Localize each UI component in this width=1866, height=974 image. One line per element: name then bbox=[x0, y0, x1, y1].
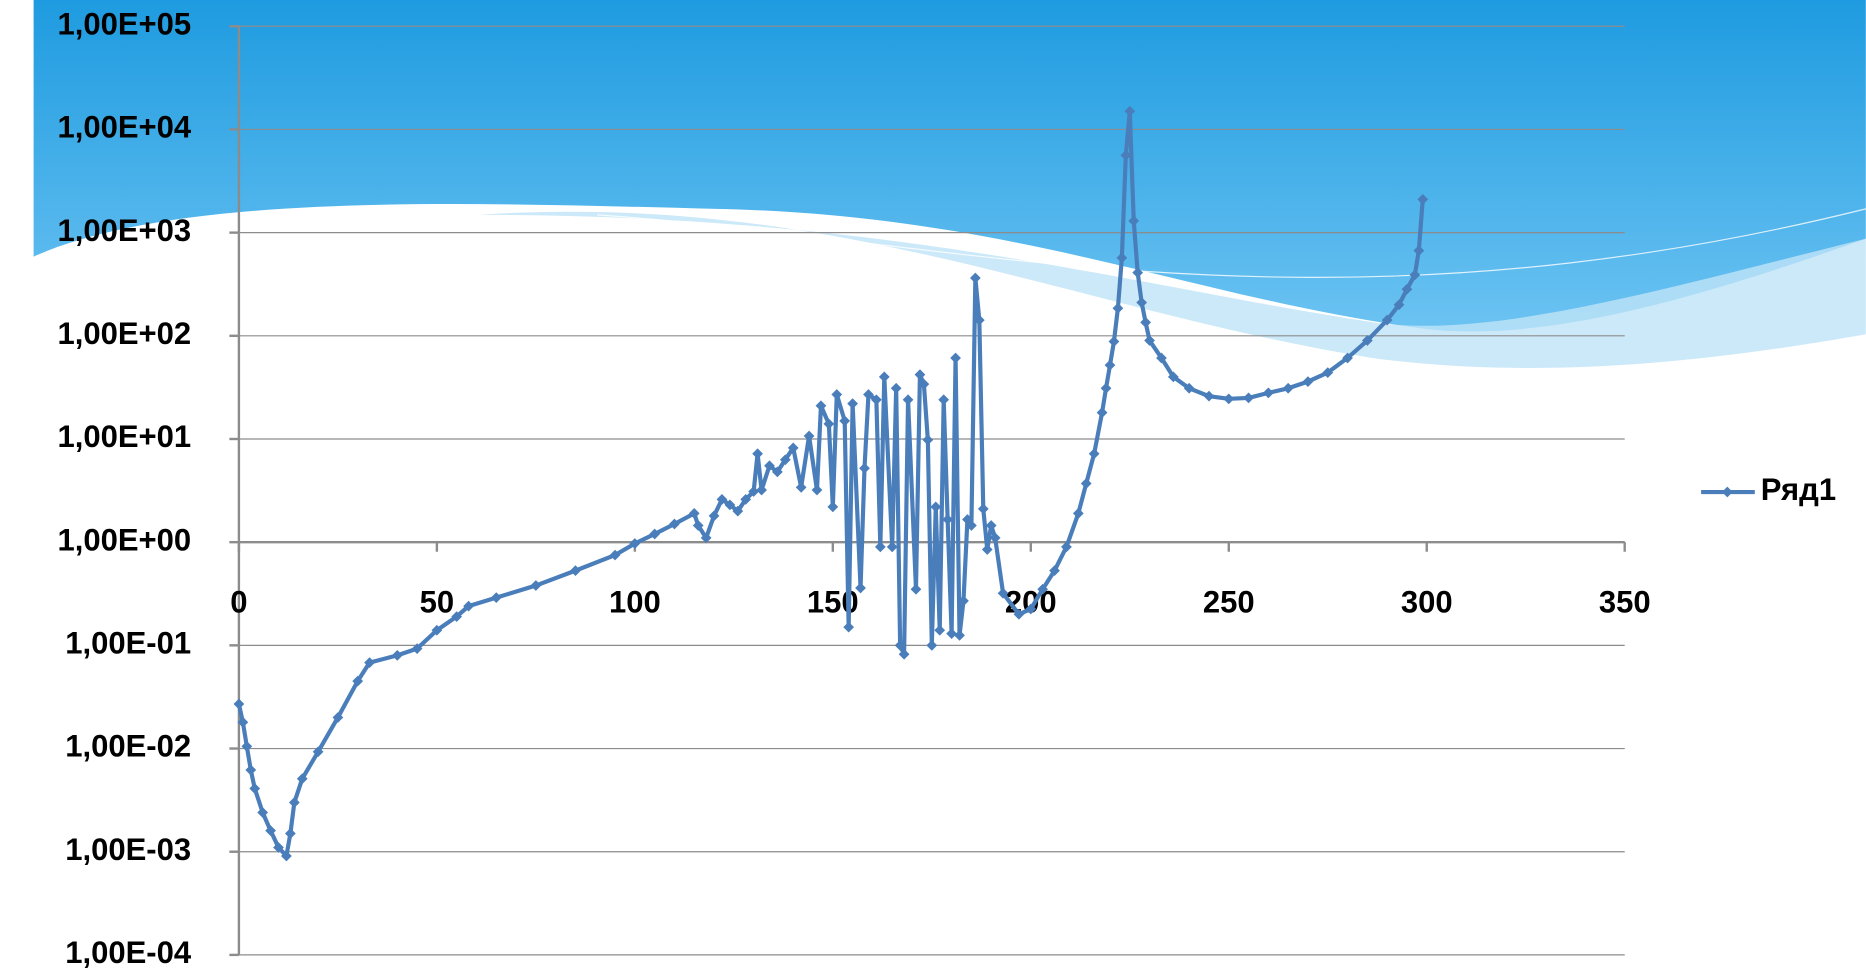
x-tick-label: 350 bbox=[1599, 584, 1651, 619]
y-tick-label: 1,00E+00 bbox=[57, 522, 191, 557]
x-tick-label: 50 bbox=[420, 584, 455, 619]
data-point bbox=[491, 592, 502, 603]
y-tick-label: 1,00E+02 bbox=[57, 316, 191, 351]
y-tick-label: 1,00E-01 bbox=[65, 626, 191, 661]
data-point bbox=[570, 565, 581, 576]
data-point bbox=[922, 435, 933, 446]
y-tick-label: 1,00E+01 bbox=[57, 419, 191, 454]
data-point bbox=[934, 625, 945, 636]
y-tick-label: 1,00E-03 bbox=[65, 832, 191, 867]
data-point bbox=[1081, 478, 1092, 489]
data-point bbox=[804, 431, 815, 442]
data-point bbox=[986, 520, 997, 531]
y-tick-label: 1,00E+05 bbox=[57, 6, 191, 41]
chart: 1,00E-04 1,00E-03 1,00E-02 1,00E-01 1,00E+00… bbox=[0, 0, 1866, 974]
data-point bbox=[234, 699, 245, 710]
data-point bbox=[1089, 448, 1100, 459]
x-tick-label: 250 bbox=[1203, 584, 1255, 619]
data-point bbox=[392, 650, 403, 661]
data-point bbox=[1109, 336, 1120, 347]
data-point bbox=[879, 371, 890, 382]
data-point bbox=[289, 797, 300, 808]
data-point bbox=[982, 544, 993, 555]
data-point bbox=[926, 640, 937, 651]
data-point bbox=[950, 353, 961, 364]
data-point bbox=[1105, 360, 1116, 371]
y-tick-label: 1,00E+04 bbox=[57, 110, 191, 145]
data-point bbox=[241, 741, 252, 752]
data-point bbox=[859, 463, 870, 474]
data-point bbox=[530, 580, 541, 591]
y-tick-label: 1,00E+03 bbox=[57, 213, 191, 248]
data-point bbox=[1073, 508, 1084, 519]
data-point bbox=[1097, 407, 1108, 418]
background bbox=[34, 0, 1866, 368]
data-point bbox=[831, 389, 842, 400]
legend-marker bbox=[1722, 487, 1733, 498]
x-tick-label: 0 bbox=[230, 584, 247, 619]
data-point bbox=[285, 828, 296, 839]
data-point bbox=[978, 504, 989, 515]
data-point bbox=[1101, 383, 1112, 394]
data-point bbox=[954, 630, 965, 641]
data-point bbox=[1243, 393, 1254, 404]
data-point bbox=[946, 628, 957, 639]
y-tick-label: 1,00E-02 bbox=[65, 729, 191, 764]
data-point bbox=[812, 485, 823, 496]
data-point bbox=[796, 482, 807, 493]
data-point bbox=[756, 485, 767, 496]
data-point bbox=[245, 765, 256, 776]
data-point bbox=[1263, 387, 1274, 398]
data-point bbox=[839, 415, 850, 426]
data-point bbox=[249, 783, 260, 794]
data-point bbox=[938, 394, 949, 405]
x-tick-label: 100 bbox=[609, 584, 661, 619]
data-point bbox=[930, 501, 941, 512]
page: {"chart_data": {"type": "line", "log_y":… bbox=[0, 0, 1866, 974]
data-point bbox=[1223, 393, 1234, 404]
data-point bbox=[903, 394, 914, 405]
legend-label: Ряд1 bbox=[1761, 472, 1836, 507]
data-point bbox=[847, 398, 858, 409]
data-point bbox=[827, 501, 838, 512]
data-point bbox=[891, 383, 902, 394]
x-tick-label: 300 bbox=[1401, 584, 1453, 619]
data-point bbox=[970, 273, 981, 284]
data-point bbox=[752, 448, 763, 459]
data-point bbox=[1140, 317, 1151, 328]
data-point bbox=[1204, 391, 1215, 402]
data-point bbox=[911, 584, 922, 595]
data-point bbox=[843, 622, 854, 633]
y-tick-label: 1,00E-04 bbox=[65, 935, 192, 970]
data-point bbox=[1283, 383, 1294, 394]
data-point bbox=[1113, 303, 1124, 314]
